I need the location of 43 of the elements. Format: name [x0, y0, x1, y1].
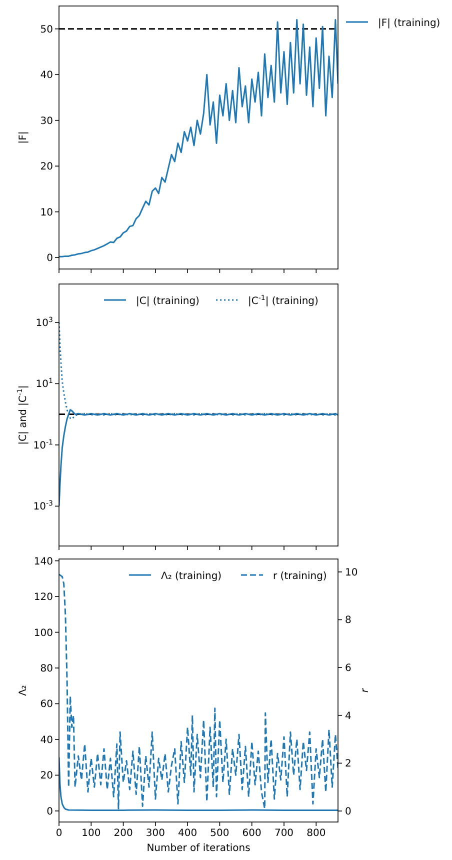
- y-tick-label: 140: [34, 556, 53, 568]
- y-tick-label: 40: [40, 70, 53, 82]
- y-tick-label: 40: [40, 734, 53, 746]
- y2-axis-title: r: [360, 688, 371, 693]
- y-tick-label: 10$^{-3}$: [33, 500, 53, 513]
- y2-tick-label: 0: [345, 806, 352, 818]
- y-tick-label: 120: [34, 592, 53, 604]
- legend-label: r (training): [273, 571, 327, 582]
- y-tick-label: 0: [46, 806, 53, 818]
- y2-tick-label: 2: [345, 758, 352, 770]
- x-tick-label: 200: [114, 828, 133, 839]
- y-axis-title: Λ₂: [18, 685, 29, 696]
- y2-tick-label: 8: [345, 615, 352, 626]
- y-tick-label: 60: [40, 699, 53, 710]
- line-series: [59, 18, 338, 258]
- y-tick-label: 30: [40, 116, 53, 127]
- x-tick-label: 0: [56, 828, 62, 839]
- legend-label: |C$^{-1}$| (training): [248, 294, 319, 307]
- x-tick-label: 100: [82, 828, 101, 839]
- x-tick-label: 400: [178, 828, 198, 839]
- y-tick-label: 100: [34, 628, 53, 639]
- legend-label: |C| (training): [136, 296, 200, 307]
- x-tick-label: 300: [146, 828, 165, 839]
- y-tick-label: 0: [46, 253, 53, 264]
- y-tick-label: 20: [40, 162, 53, 173]
- x-tick-label: 600: [242, 828, 262, 839]
- y2-tick-label: 4: [345, 710, 352, 722]
- y2-tick-label: 10: [345, 567, 358, 578]
- y-tick-label: 10$^{-1}$: [33, 438, 53, 452]
- y-tick-label: 10$^{1}$: [36, 377, 53, 390]
- x-tick-label: 700: [274, 828, 294, 839]
- legend-label: |F| (training): [378, 18, 440, 29]
- y2-tick-label: 6: [345, 663, 352, 674]
- y-axis-title: |F|: [18, 131, 29, 144]
- y-tick-label: 20: [40, 770, 53, 782]
- x-tick-label: 800: [306, 828, 326, 839]
- legend-label: Λ₂ (training): [161, 571, 222, 582]
- y-tick-label: 50: [40, 24, 53, 36]
- y-tick-label: 80: [40, 663, 53, 674]
- x-tick-label: 500: [210, 828, 230, 839]
- y-tick-label: 10$^{3}$: [36, 316, 53, 329]
- y-tick-label: 10: [40, 207, 53, 218]
- x-axis-title: Number of iterations: [146, 843, 250, 854]
